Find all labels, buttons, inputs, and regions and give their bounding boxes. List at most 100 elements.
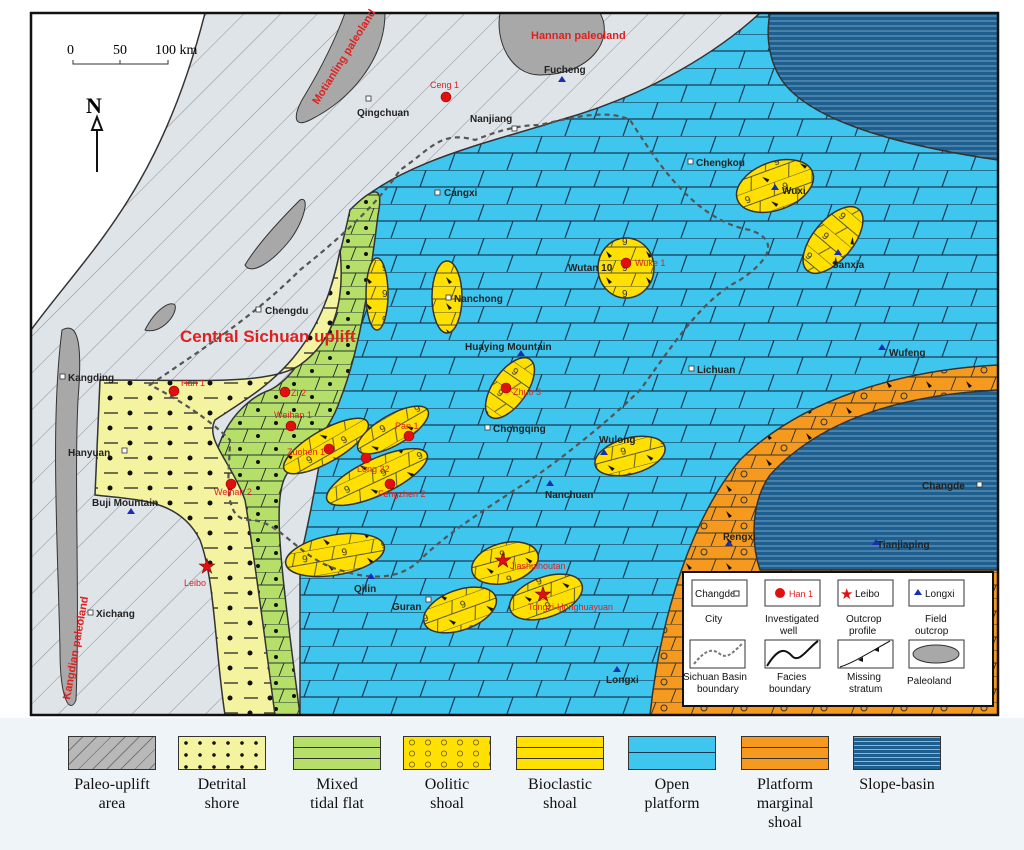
legend-item-mixed-tidal-flat: Mixed tidal flat (282, 736, 392, 813)
city-label: Hanyuan (68, 448, 110, 459)
city-label: Wutan 10 (568, 263, 613, 274)
city-label: Chongqing (493, 424, 546, 435)
svg-text:N: N (86, 93, 102, 118)
field-outcrop-label: Longxi (606, 675, 639, 686)
svg-text:boundary: boundary (769, 684, 811, 695)
outcrop-star-markers: ★ ★ ★ (198, 550, 553, 607)
well-label: Zi 2 (291, 388, 306, 398)
svg-text:profile: profile (849, 626, 877, 637)
north-arrow: N (86, 93, 104, 172)
legend-item-paleo-uplift: Paleo-uplift area (57, 736, 167, 813)
field-outcrop-label: Nanchuan (545, 490, 593, 501)
shoal-bodies (282, 158, 864, 634)
city-label: Lichuan (697, 365, 735, 376)
svg-text:100 km: 100 km (155, 43, 198, 58)
city-label: Xichang (96, 609, 135, 620)
field-outcrop-label: Wulong (599, 435, 635, 446)
city-label: Kangding (68, 373, 114, 384)
slope-basin-area (753, 389, 999, 571)
svg-text:stratum: stratum (849, 684, 882, 695)
map-frame (29, 11, 1000, 717)
city-label: Chengdu (265, 306, 308, 317)
city-markers (59, 95, 983, 616)
svg-text:Facies: Facies (777, 672, 806, 683)
field-outcrop-label: Wufeng (889, 348, 925, 359)
field-outcrop-label: Tianjiaping (877, 540, 930, 551)
svg-text:boundary: boundary (697, 684, 739, 695)
well-label: Weihan 1 (274, 410, 312, 420)
field-outcrop-markers (127, 76, 886, 672)
swatch (178, 736, 266, 770)
svg-text:Missing: Missing (847, 672, 881, 683)
facies-map: 9 (29, 7, 1000, 717)
well-label: Zhuo 3 (513, 387, 541, 397)
city-label: Guran (392, 602, 421, 613)
swatch (293, 736, 381, 770)
legend-item-bioclastic-shoal: Bioclastic shoal (505, 736, 615, 813)
facies-legend: Paleo-uplift area Detrital shore Mixed tida… (0, 718, 1024, 850)
svg-text:Changde: Changde (695, 589, 736, 600)
legend-item-detrital-shore: Detrital shore (167, 736, 277, 813)
well-label: Ceng 1 (430, 80, 459, 90)
svg-text:Paleoland: Paleoland (907, 676, 951, 687)
legend-label: Bioclastic (528, 776, 592, 793)
city-label: Changde (922, 481, 965, 492)
legend-label: shoal (768, 814, 802, 831)
legend-label: Mixed (316, 776, 358, 793)
well-label: Long 32 (357, 464, 390, 474)
outcrop-label: Leibo (184, 578, 206, 588)
scale-bar: 0 50 100 km (67, 43, 198, 65)
well-label: Pan 1 (395, 421, 419, 431)
field-outcrop-label: Wuxi (782, 186, 806, 197)
well-label: Han 1 (181, 378, 205, 388)
slope-basin-area-north (767, 12, 999, 161)
field-outcrop-label: Pengxi (723, 532, 756, 543)
well-label: Zuohen 1 (287, 447, 325, 457)
swatch (403, 736, 491, 770)
svg-text:Field: Field (925, 614, 947, 625)
svg-text:City: City (705, 614, 722, 625)
legend-label: platform (644, 795, 700, 812)
swatch (853, 736, 941, 770)
field-outcrop-label: Huaying Mountain (465, 342, 552, 353)
svg-text:★: ★ (494, 550, 512, 572)
city-label: Chengkou (696, 158, 745, 169)
swatch (741, 736, 829, 770)
svg-text:Sichuan Basin: Sichuan Basin (683, 672, 747, 683)
legend-label: area (98, 795, 126, 812)
svg-text:Longxi: Longxi (925, 589, 954, 600)
legend-label: Oolitic (424, 776, 470, 793)
swatch (628, 736, 716, 770)
swatch (516, 736, 604, 770)
legend-item-platform-marginal-shoal: Platform marginal shoal (730, 736, 840, 832)
kangdian-paleoland (55, 327, 81, 706)
city-label: Nanchong (454, 294, 503, 305)
legend-label: Open (654, 776, 690, 793)
legend-label: tidal flat (310, 795, 364, 812)
field-outcrop-label: Sanxia (832, 260, 865, 271)
svg-text:50: 50 (113, 43, 127, 58)
hannan-paleoland (498, 12, 605, 76)
svg-text:outcrop: outcrop (915, 626, 949, 637)
well-label: Wuke 1 (635, 258, 665, 268)
svg-text:Outcrop: Outcrop (846, 614, 882, 625)
field-outcrop-label: Buji Mountain (92, 498, 158, 509)
outcrop-label: Tongzi-Honghuayuan (528, 602, 613, 612)
city-label: Cangxi (444, 188, 478, 199)
region-label-central-uplift: Central Sichuan uplift (180, 327, 356, 346)
legend-label: shoal (430, 795, 464, 812)
outcrop-label: Jiashuihoutan (510, 561, 566, 571)
detrital-shore-area (94, 249, 342, 716)
field-outcrop-label: Qilin (354, 584, 376, 595)
legend-label: shoal (543, 795, 577, 812)
legend-item-oolitic-shoal: Oolitic shoal (392, 736, 502, 813)
legend-label: Platform (757, 776, 813, 793)
legend-label: Slope-basin (859, 776, 935, 793)
paleoland-small (144, 303, 176, 332)
svg-text:★: ★ (534, 584, 552, 606)
city-label: Qingchuan (357, 108, 409, 119)
sichuan-basin-boundary (147, 113, 770, 578)
legend-label: Paleo-uplift (74, 776, 150, 793)
legend-item-slope-basin: Slope-basin (842, 736, 952, 794)
